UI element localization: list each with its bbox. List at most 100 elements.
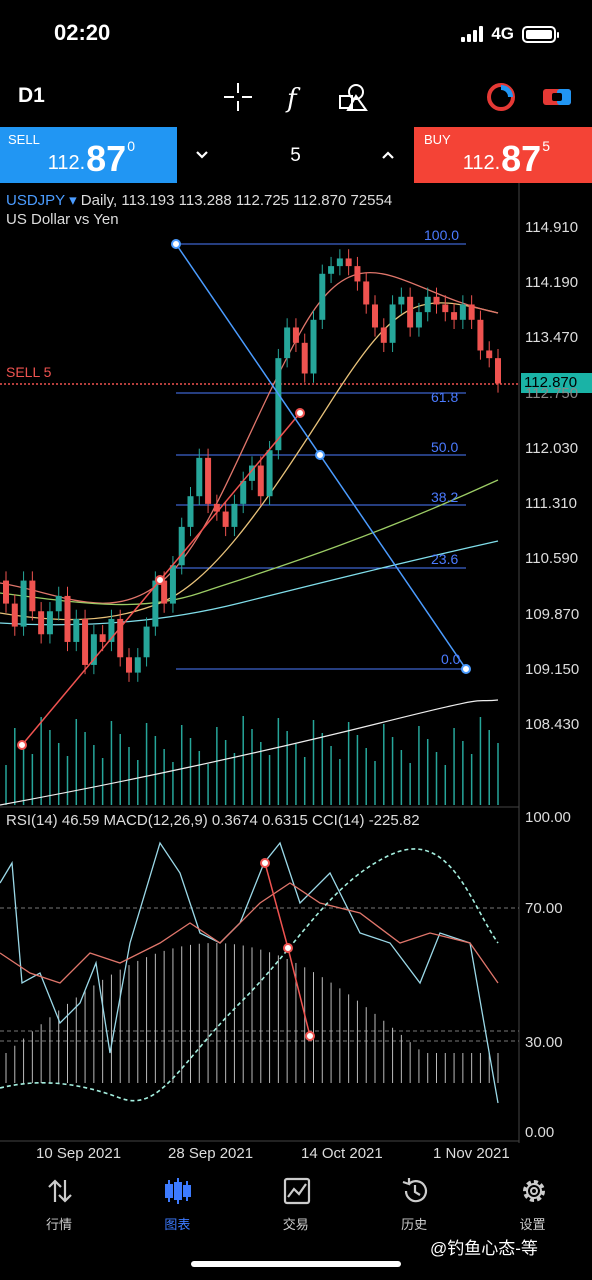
svg-text:f: f <box>285 84 301 114</box>
symbol-name[interactable]: USDJPY <box>6 192 65 209</box>
candle-body <box>161 580 168 604</box>
ohlc-values: Daily, 113.193 113.288 112.725 112.870 7… <box>80 192 393 209</box>
timeframe-button[interactable]: D1 <box>18 84 45 107</box>
buy-label: BUY <box>424 132 451 147</box>
lot-selector: 5 <box>177 127 414 183</box>
candle-body <box>187 496 194 527</box>
buy-button[interactable]: BUY 112. 87 5 <box>414 127 592 183</box>
nav-settings[interactable]: 设置 <box>474 1168 592 1248</box>
trend-anchor <box>295 408 305 418</box>
ma-line <box>0 272 499 604</box>
home-indicator[interactable] <box>191 1261 401 1267</box>
candle-body <box>451 312 458 320</box>
candle-body <box>354 266 361 282</box>
function-icon[interactable]: f <box>278 80 312 114</box>
candle-body <box>213 503 220 512</box>
candle-body <box>486 350 493 359</box>
chart-area[interactable]: USDJPY ▾ Daily, 113.193 113.288 112.725 … <box>0 183 592 1162</box>
date-tick: 10 Sep 2021 <box>36 1145 122 1162</box>
candle-body <box>380 327 387 343</box>
indicator-tick: 100.00 <box>525 809 571 826</box>
price-tick: 110.590 <box>525 550 579 567</box>
sell-label: SELL <box>8 132 40 147</box>
chart-icon <box>165 1178 192 1204</box>
candle-body <box>143 626 150 658</box>
candle-body <box>319 273 326 320</box>
nav-quotes[interactable]: 行情 <box>0 1168 118 1248</box>
candle-body <box>134 657 141 673</box>
crosshair-icon[interactable] <box>221 80 255 114</box>
fib-anchor <box>315 450 325 460</box>
lot-size[interactable]: 5 <box>290 145 301 166</box>
candle-body <box>328 266 335 274</box>
trade-icon <box>283 1177 310 1205</box>
price-tick: 108.430 <box>525 716 580 733</box>
candle-body <box>231 503 238 527</box>
fib-label: 100.0 <box>424 227 460 243</box>
rsi-line <box>0 841 499 1104</box>
price-tick: 109.150 <box>525 661 580 678</box>
volume-bars <box>5 716 499 805</box>
candlesticks <box>3 249 501 682</box>
fib-label: 38.2 <box>431 489 459 505</box>
candle-body <box>336 258 343 267</box>
candle-body <box>415 312 422 328</box>
ma-line <box>0 479 499 606</box>
candle-body <box>345 258 352 267</box>
watermark: @钓鱼心态-等 <box>430 1239 538 1258</box>
candle-body <box>433 296 440 305</box>
candle-body <box>178 526 185 566</box>
symbol-info[interactable]: USDJPY ▾ Daily, 113.193 113.288 112.725 … <box>6 192 393 209</box>
nav-label: 图表 <box>164 1217 191 1232</box>
symbol-description: US Dollar vs Yen <box>6 211 119 228</box>
nav-history[interactable]: 历史 <box>355 1168 473 1248</box>
candle-body <box>468 304 475 320</box>
candle-body <box>196 457 203 497</box>
trade-mode-icon[interactable] <box>484 80 518 114</box>
indicator-anchor <box>305 1031 315 1041</box>
candle-body <box>442 304 449 313</box>
indicator-lines <box>0 841 499 1104</box>
fib-label: 61.8 <box>431 389 459 405</box>
candle-body <box>20 580 27 627</box>
candle-body <box>477 319 484 351</box>
chevron-down-icon[interactable] <box>194 147 210 163</box>
candle-body <box>398 296 405 305</box>
candle-body <box>90 634 97 665</box>
candle-body <box>495 358 501 384</box>
ma-line <box>0 302 499 621</box>
volume-ma-line <box>0 699 499 806</box>
drawing-objects <box>17 239 471 1041</box>
nav-trade[interactable]: 交易 <box>237 1168 355 1248</box>
price-tick: 109.870 <box>525 606 580 623</box>
price-chart[interactable] <box>0 183 592 1143</box>
candle-body <box>240 480 247 504</box>
candle-body <box>275 358 282 451</box>
current-price-tag: 112.870 <box>521 373 592 393</box>
chevron-up-icon[interactable] <box>380 147 396 163</box>
price-tick: 114.910 <box>525 219 579 236</box>
candle-body <box>55 595 62 612</box>
candle-body <box>363 281 370 305</box>
price-tick: 114.190 <box>525 274 579 291</box>
shapes-icon[interactable] <box>336 80 370 114</box>
chart-toggle-icon[interactable] <box>540 80 574 114</box>
sell-button[interactable]: SELL 112. 87 0 <box>0 127 177 183</box>
candle-body <box>108 618 115 642</box>
candle-body <box>424 296 431 313</box>
nav-chart[interactable]: 图表 <box>118 1168 236 1248</box>
nav-label: 历史 <box>401 1217 428 1232</box>
bottom-navigation: 行情 图表 交易 历史 设置 <box>0 1168 592 1248</box>
candle-body <box>126 657 132 673</box>
candle-body <box>407 296 414 328</box>
history-icon <box>402 1178 428 1203</box>
candle-body <box>3 580 9 604</box>
trend-anchor <box>155 575 165 585</box>
fib-label: 23.6 <box>431 551 459 567</box>
indicator-tick: 0.00 <box>525 1124 555 1141</box>
indicator-tick: 70.00 <box>525 900 563 917</box>
indicator-anchor <box>260 858 270 868</box>
trend-anchor <box>17 740 27 750</box>
candle-body <box>169 565 176 604</box>
buy-price: 112. 87 5 <box>462 138 550 179</box>
